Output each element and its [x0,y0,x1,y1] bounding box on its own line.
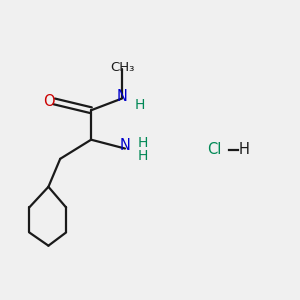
Text: O: O [43,94,55,109]
Text: H: H [135,98,146,112]
Text: H: H [137,149,148,163]
Text: H: H [137,136,148,150]
Text: Cl: Cl [208,142,222,158]
Text: CH₃: CH₃ [110,61,134,74]
Text: H: H [238,142,249,158]
Text: N: N [119,138,130,153]
Text: N: N [117,89,128,104]
